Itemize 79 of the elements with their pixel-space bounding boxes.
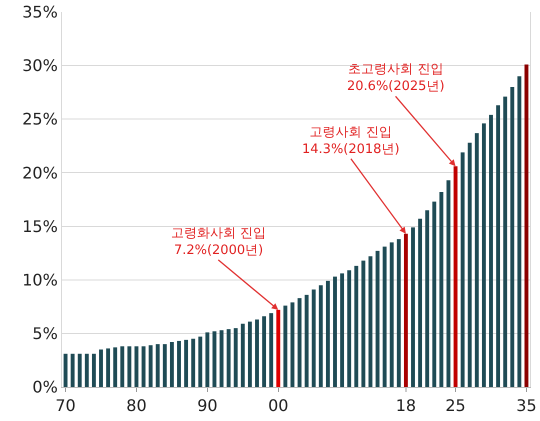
bar	[162, 344, 167, 387]
bar	[361, 260, 366, 387]
bar	[439, 192, 444, 387]
bar	[418, 218, 422, 387]
y-tick-label: 35%	[22, 2, 58, 22]
bar	[304, 294, 309, 387]
bar	[212, 331, 216, 387]
bar	[170, 342, 174, 387]
bar	[482, 123, 486, 387]
bar	[489, 114, 493, 387]
bar	[468, 142, 472, 387]
bar	[326, 280, 330, 387]
bar	[220, 330, 224, 387]
bar	[390, 242, 394, 387]
bar	[425, 210, 430, 387]
bar	[240, 324, 245, 387]
bar	[106, 348, 110, 387]
x-tick-label: 90	[197, 396, 218, 416]
bar	[134, 346, 138, 387]
bar	[368, 256, 372, 387]
bar	[283, 306, 288, 387]
bar	[340, 273, 344, 387]
bar	[347, 270, 352, 387]
x-tick-label: 00	[268, 396, 288, 416]
y-tick-label: 15%	[22, 216, 58, 236]
bar	[226, 329, 231, 387]
bar	[92, 354, 96, 387]
annotation: 초고령사회 진입 20.6%(2025년)	[347, 62, 445, 94]
bar	[460, 152, 465, 387]
y-tick-label: 0%	[32, 378, 58, 397]
bar	[432, 202, 436, 387]
bar	[99, 350, 103, 387]
bar	[312, 290, 316, 387]
bar	[510, 87, 514, 387]
bar	[262, 316, 266, 387]
bar	[84, 354, 89, 387]
bar	[474, 133, 479, 387]
x-tick-label: 70	[55, 396, 76, 416]
bar	[446, 180, 450, 387]
bar	[234, 328, 238, 387]
bar	[113, 347, 118, 387]
y-tick-label: 25%	[22, 110, 58, 129]
x-tick-label: 80	[126, 396, 147, 416]
bar	[70, 354, 75, 387]
bar	[156, 344, 160, 387]
bar	[411, 227, 415, 387]
bar	[269, 313, 274, 387]
bar	[318, 285, 323, 387]
bar	[198, 336, 202, 387]
bar	[248, 322, 252, 387]
x-tick-label: 25	[445, 396, 466, 416]
annotation: 고령사회 진입 14.3%(2018년)	[302, 125, 400, 157]
bar	[177, 340, 181, 387]
bar	[298, 298, 302, 387]
y-tick-label: 20%	[22, 163, 58, 182]
y-tick-label: 30%	[22, 56, 58, 76]
bar	[376, 250, 380, 387]
bar	[503, 96, 508, 387]
y-tick-label: 5%	[32, 324, 58, 344]
bar	[333, 276, 337, 387]
bar	[382, 246, 387, 387]
y-tick-label: 10%	[22, 270, 58, 290]
bar	[496, 105, 500, 387]
bar	[396, 239, 401, 387]
bar	[191, 338, 196, 387]
x-tick-label: 35	[516, 396, 537, 416]
bar	[184, 340, 188, 387]
bar	[524, 64, 528, 387]
bar	[142, 346, 146, 387]
bar	[148, 345, 153, 387]
bar	[64, 354, 68, 387]
annotation: 고령화사회 진입 7.2%(2000년)	[171, 226, 266, 258]
bar	[517, 76, 522, 387]
bar	[290, 302, 294, 387]
bar	[127, 346, 132, 387]
bar	[255, 320, 259, 387]
bar	[205, 332, 210, 387]
x-tick-label: 18	[396, 396, 416, 416]
bar	[354, 266, 358, 387]
